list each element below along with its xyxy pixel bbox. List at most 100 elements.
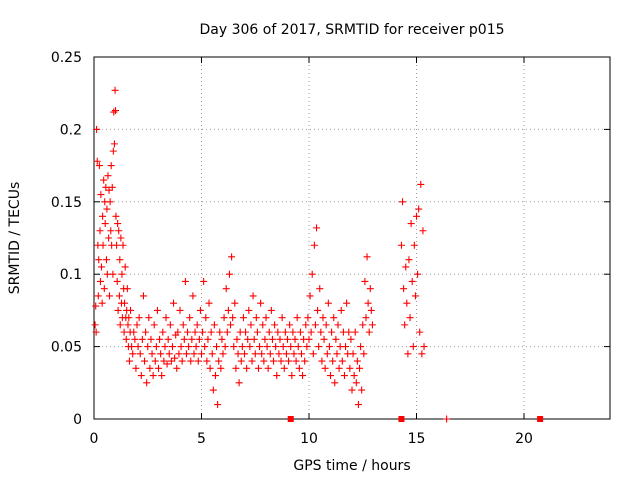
data-point (196, 306, 204, 314)
data-point (284, 335, 291, 343)
data-point (121, 263, 129, 271)
data-point (159, 328, 167, 336)
x-tick-label: 10 (300, 431, 318, 447)
data-point (222, 285, 230, 293)
data-point (307, 328, 315, 336)
data-point (268, 335, 276, 343)
data-point (151, 357, 159, 365)
data-point (227, 321, 235, 329)
data-point (216, 328, 224, 336)
data-point (215, 357, 223, 365)
x-axis-title: GPS time / hours (293, 458, 410, 474)
data-point (199, 328, 207, 336)
zero-marker (398, 416, 405, 422)
data-point (263, 343, 271, 351)
data-point (420, 343, 428, 351)
data-point (162, 314, 170, 322)
data-point (136, 350, 144, 358)
data-point (331, 379, 339, 387)
data-point (109, 147, 117, 155)
data-point (139, 292, 147, 300)
data-point (353, 357, 361, 365)
data-point (260, 357, 268, 365)
data-point (364, 299, 372, 307)
data-point (306, 292, 314, 300)
data-point (365, 328, 373, 336)
data-point (267, 306, 275, 314)
data-point (100, 285, 108, 293)
data-point (352, 379, 360, 387)
data-point (98, 263, 106, 271)
data-point (168, 343, 176, 351)
data-point (397, 241, 405, 249)
data-point (292, 357, 300, 365)
data-point (229, 314, 237, 322)
data-point (273, 372, 281, 380)
data-point (117, 234, 125, 242)
y-tick-label: 0.25 (51, 50, 82, 66)
data-point (134, 343, 142, 351)
data-point (211, 372, 219, 380)
data-point (228, 253, 236, 261)
data-point (356, 364, 364, 372)
data-point (145, 314, 153, 322)
data-point (95, 256, 103, 264)
data-point (276, 335, 284, 343)
y-tick-label: 0.15 (51, 195, 82, 211)
data-point (363, 253, 371, 261)
data-point (310, 241, 318, 249)
data-point (242, 328, 250, 336)
data-point (225, 270, 233, 278)
data-point (274, 328, 282, 336)
data-point (261, 335, 269, 343)
data-point (297, 350, 305, 358)
data-points (91, 86, 544, 423)
data-point (158, 372, 166, 380)
data-point (290, 350, 298, 358)
data-point (362, 314, 370, 322)
data-point (282, 350, 290, 358)
data-point (224, 306, 232, 314)
y-tick-label: 0.1 (60, 267, 82, 283)
data-point (93, 157, 101, 165)
data-point (325, 343, 333, 351)
data-point (112, 212, 120, 220)
data-point (133, 321, 141, 329)
data-point (200, 277, 208, 285)
data-point (272, 343, 280, 351)
data-point (249, 292, 257, 300)
data-point (165, 350, 173, 358)
data-point (113, 241, 121, 249)
data-point (416, 328, 424, 336)
data-point (329, 357, 337, 365)
data-point (314, 306, 322, 314)
data-point (418, 350, 426, 358)
data-point (324, 299, 332, 307)
x-tick-label: 15 (408, 431, 426, 447)
data-point (262, 314, 270, 322)
y-tick-label: 0.05 (51, 340, 82, 356)
data-point (360, 350, 368, 358)
chart-title: Day 306 of 2017, SRMTID for receiver p01… (199, 22, 504, 38)
data-point (343, 299, 351, 307)
data-point (405, 256, 413, 264)
data-point (115, 227, 123, 235)
data-point (214, 401, 222, 409)
data-point (100, 176, 108, 184)
data-point (238, 343, 246, 351)
data-point (177, 343, 185, 351)
data-point (419, 227, 427, 235)
data-point (399, 198, 407, 206)
data-point (125, 314, 133, 322)
data-point (221, 343, 229, 351)
data-point (153, 306, 161, 314)
data-point (191, 328, 199, 336)
data-point (410, 241, 418, 249)
data-point (152, 343, 160, 351)
data-point (288, 372, 296, 380)
data-point (120, 328, 128, 336)
data-point (204, 335, 212, 343)
data-point (180, 335, 188, 343)
data-point (254, 364, 262, 372)
data-point (186, 314, 194, 322)
